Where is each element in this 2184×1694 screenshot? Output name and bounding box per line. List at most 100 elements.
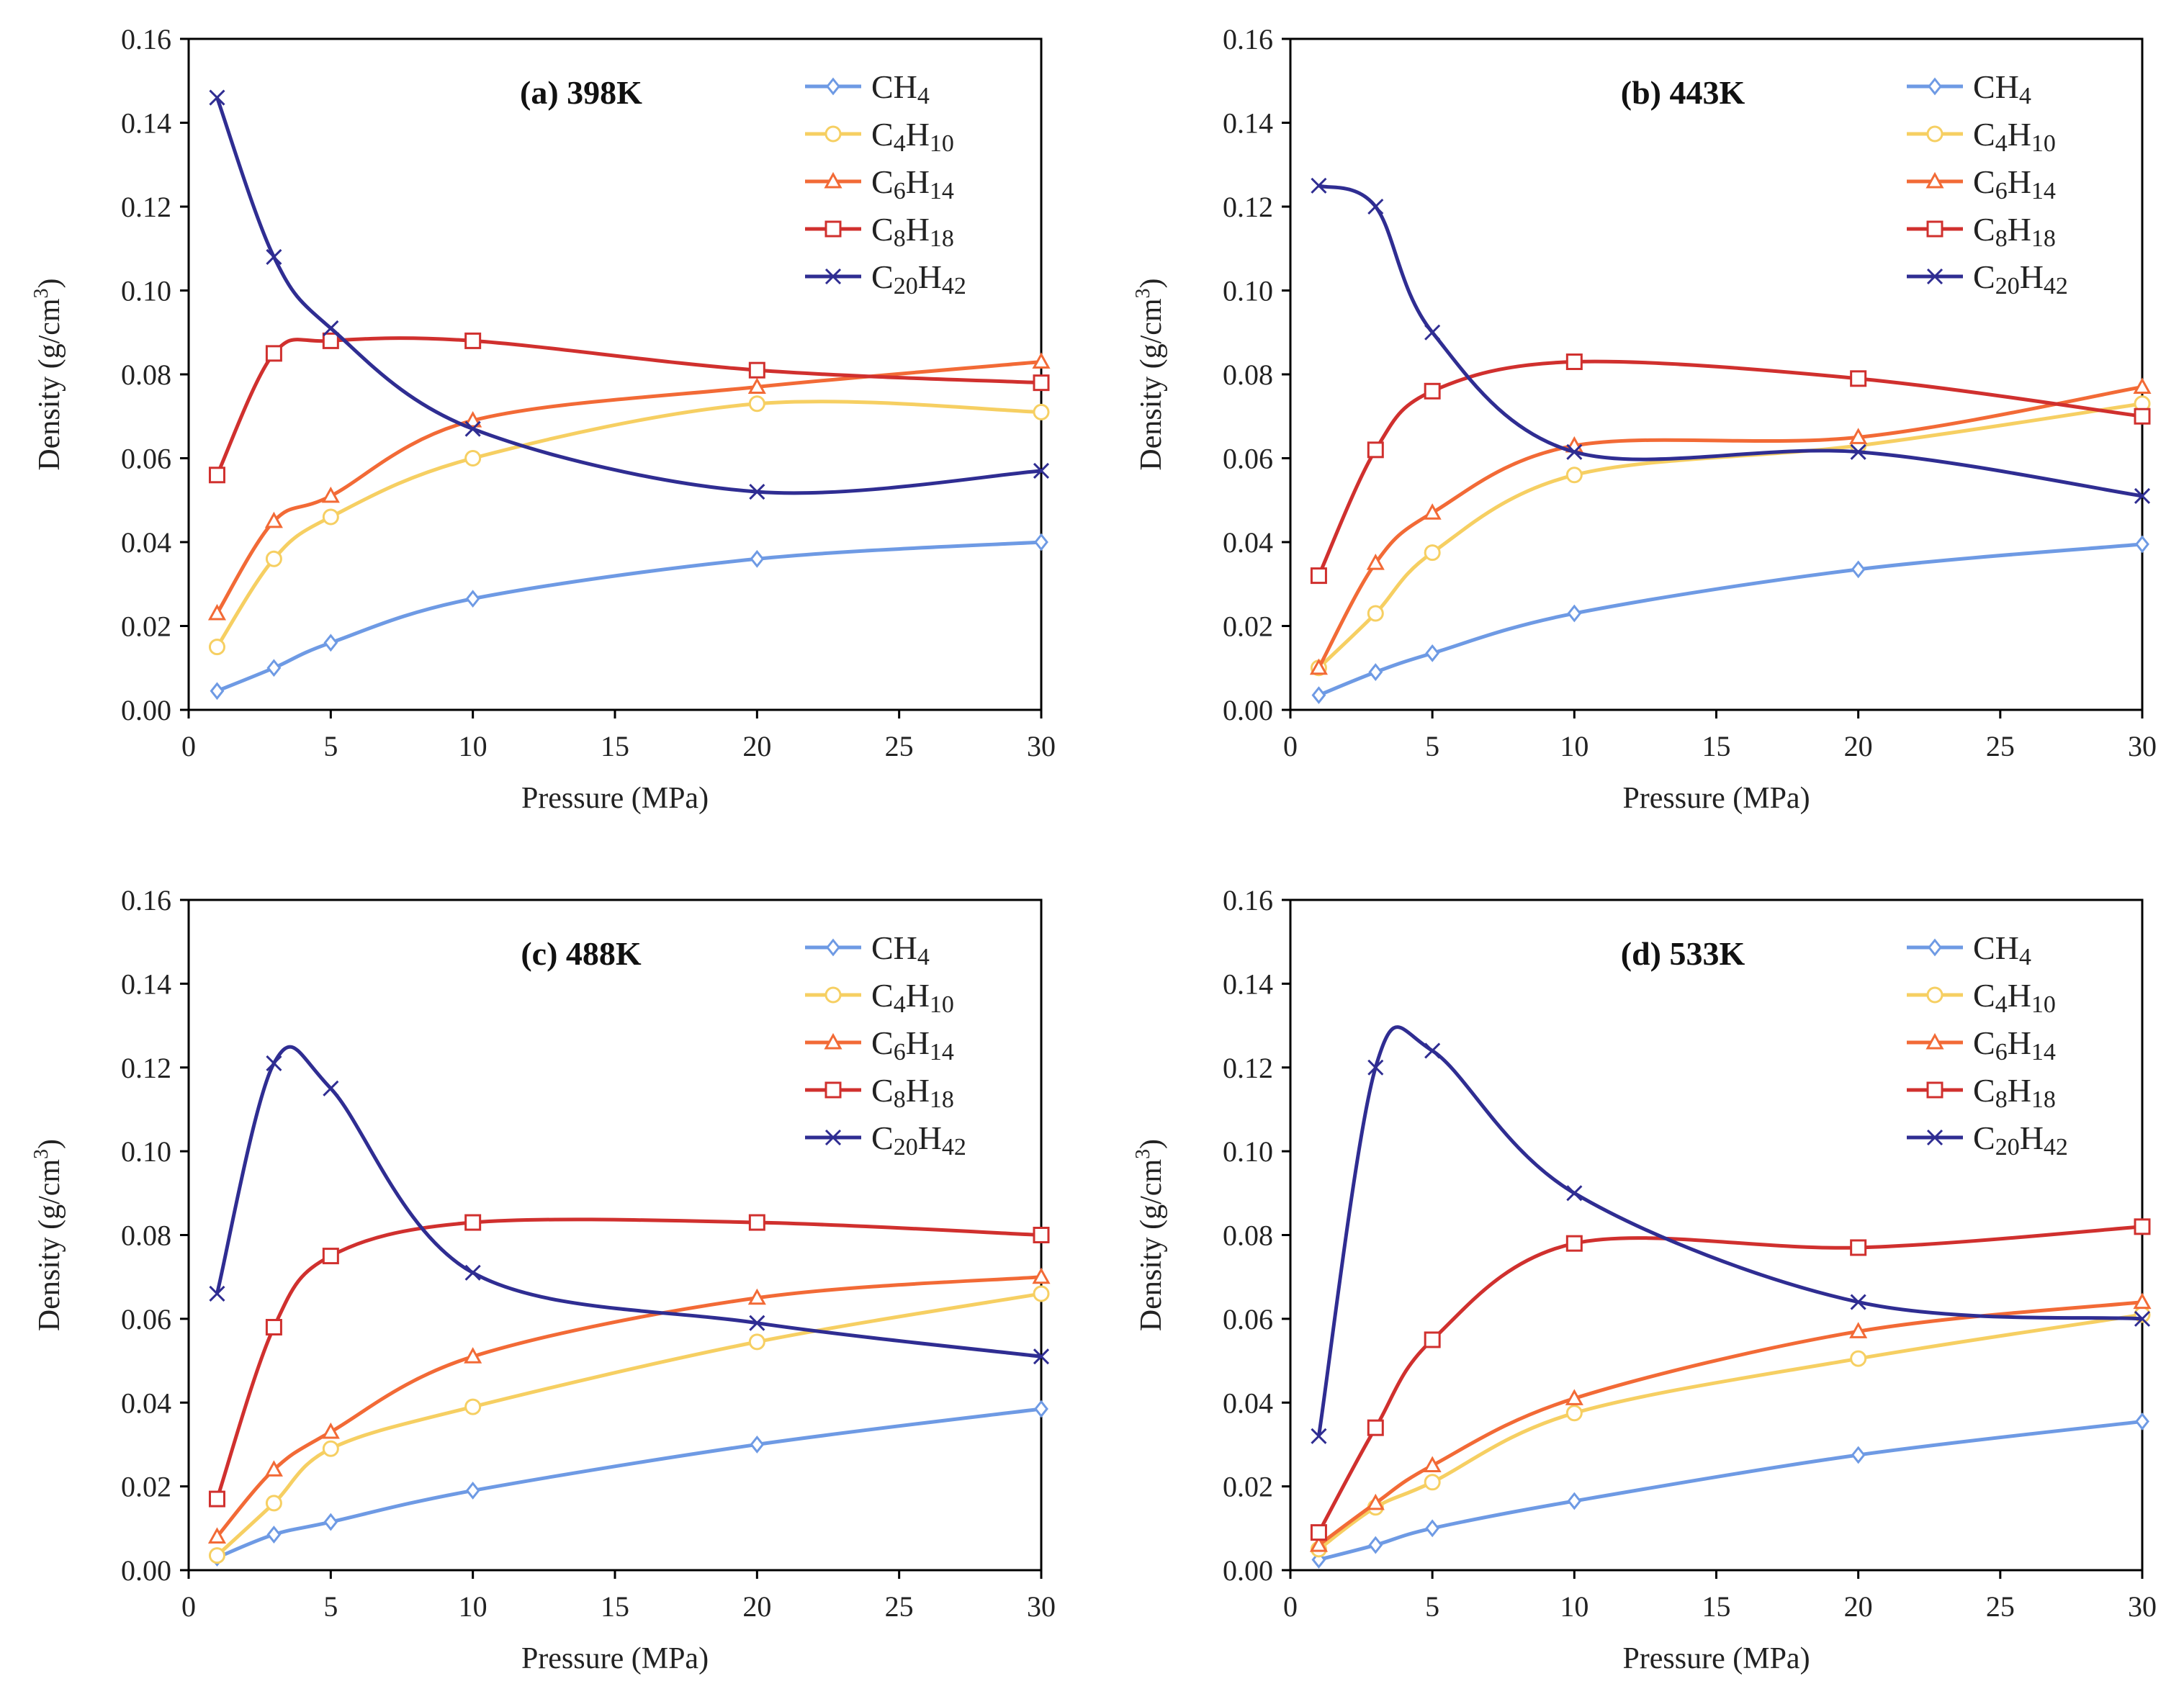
legend-marker [824, 171, 842, 189]
legend-label: C4H10 [871, 977, 954, 1018]
legend-label: C4H10 [1973, 116, 2056, 157]
series-c8h18 [1310, 1218, 2151, 1541]
data-point [1851, 1446, 1866, 1464]
data-point [1366, 554, 1385, 570]
data-point [209, 89, 225, 106]
legend-marker [1928, 938, 1942, 957]
data-point [1567, 1492, 1582, 1510]
legend-item-c6h14: C6H14 [1907, 163, 2056, 204]
y-tick-label: 0.12 [1223, 1052, 1273, 1084]
panel-title: (a) 398K [520, 74, 642, 111]
y-tick-label: 0.00 [1223, 1554, 1273, 1587]
legend-marker [1926, 1129, 1943, 1146]
series-line [215, 1045, 1042, 1359]
x-tick-label: 10 [459, 1590, 487, 1623]
y-tick-label: 0.00 [121, 1554, 171, 1587]
series-line [215, 96, 1042, 495]
legend-item-c6h14: C6H14 [805, 1024, 954, 1065]
x-tick-label: 5 [1425, 1590, 1439, 1623]
legend-item-c4h10: C4H10 [805, 977, 954, 1018]
legend-marker [824, 1129, 842, 1146]
data-point [1565, 467, 1583, 484]
data-point [748, 395, 765, 413]
y-tick-label: 0.04 [121, 526, 171, 559]
legend-marker [1925, 171, 1944, 189]
series-c20h42 [1311, 177, 2151, 504]
x-tick-label: 20 [742, 1590, 771, 1623]
data-point [1424, 544, 1441, 562]
x-axis-label: Pressure (MPa) [1622, 1642, 1810, 1675]
data-point [322, 1248, 339, 1265]
series-line [1318, 184, 2143, 498]
data-point [464, 1347, 482, 1364]
legend-label: C6H14 [1973, 163, 2056, 204]
data-point [266, 1055, 282, 1071]
data-point [747, 377, 766, 394]
data-point [1368, 1536, 1383, 1554]
data-point [265, 1319, 282, 1336]
panel-title: (c) 488K [521, 935, 642, 972]
x-tick-label: 25 [885, 730, 914, 762]
y-tick-label: 0.06 [121, 1303, 171, 1335]
legend-item-c4h10: C4H10 [1907, 116, 2056, 157]
legend-marker [1926, 125, 1943, 143]
data-point [750, 549, 765, 568]
series-line [1316, 1025, 2143, 1437]
data-point [207, 1527, 227, 1544]
data-point [747, 1288, 766, 1305]
data-point [1033, 374, 1050, 392]
y-tick-label: 0.12 [1223, 191, 1273, 223]
y-tick-label: 0.14 [121, 107, 171, 140]
chart-panel-a: 0.00 0.02 0.04 0.06 0.08 0.10 0.12 0.14 0.16 0 5 10… [30, 23, 1056, 815]
data-point [464, 332, 482, 349]
legend-label: CH4 [871, 68, 930, 109]
legend-item-c6h14: C6H14 [1907, 1024, 2056, 1065]
x-tick-label: 30 [1027, 730, 1056, 762]
legend-label: C20H42 [871, 258, 966, 299]
series-c20h42 [209, 1045, 1050, 1365]
y-tick-label: 0.04 [1223, 526, 1273, 559]
legend-item-c8h18: C8H18 [1907, 211, 2056, 252]
y-axis-label: Density (g/cm3) [1132, 278, 1168, 470]
data-point [2134, 487, 2151, 504]
data-point [1311, 1428, 1327, 1444]
x-tick-label: 0 [1283, 730, 1298, 762]
legend-marker [1926, 220, 1943, 238]
y-tick-label: 0.10 [1223, 1135, 1273, 1168]
legend-item-c20h42: C20H42 [1907, 1119, 2068, 1161]
data-point [207, 603, 227, 621]
data-point [264, 511, 283, 528]
data-point [210, 682, 225, 700]
legend-item-c8h18: C8H18 [1907, 1072, 2056, 1113]
y-tick-label: 0.04 [1223, 1387, 1273, 1419]
data-point [2134, 1218, 2151, 1235]
data-point [748, 1333, 765, 1351]
series-line [215, 1275, 1042, 1538]
chart-panel-d: 0.00 0.02 0.04 0.06 0.08 0.10 0.12 0.14 0.16 0 5 10… [1132, 884, 2157, 1675]
x-tick-label: 15 [1702, 730, 1731, 762]
data-point [1850, 1239, 1867, 1256]
data-point [1849, 428, 1868, 444]
data-point [464, 420, 481, 437]
series-line [215, 336, 1042, 476]
series-c6h14 [1309, 1292, 2152, 1552]
data-point [1565, 1389, 1583, 1405]
legend-label: C4H10 [1973, 977, 2056, 1018]
data-point [1425, 644, 1440, 662]
legend-marker [824, 1032, 842, 1050]
series-c4h10 [1310, 395, 2151, 677]
legend-item-c4h10: C4H10 [805, 116, 954, 157]
y-tick-label: 0.16 [121, 23, 171, 55]
data-point [2133, 1292, 2152, 1310]
data-point [1367, 1419, 1384, 1436]
data-point [208, 1490, 225, 1508]
legend-label: CH4 [1973, 929, 2031, 970]
legend-label: CH4 [1973, 68, 2031, 109]
data-point [464, 1398, 482, 1415]
data-point [1033, 403, 1050, 420]
legend-label: C20H42 [1973, 1119, 2068, 1161]
panel-title: (b) 443K [1621, 74, 1745, 111]
series-ch4 [1311, 535, 2149, 705]
data-point [266, 659, 282, 677]
data-point [1424, 1331, 1441, 1348]
